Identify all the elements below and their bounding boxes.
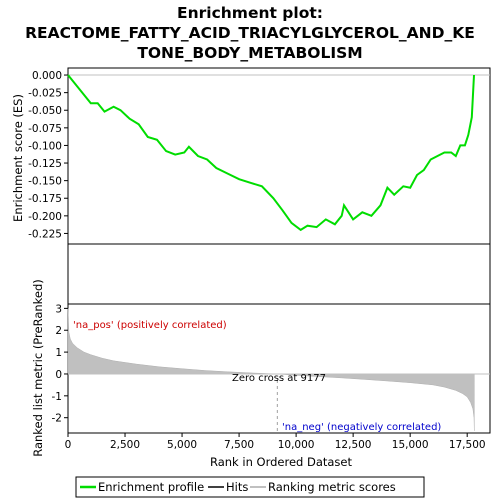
legend-hits-label: Hits [226, 480, 248, 494]
metric-y-tick-label: -2 [52, 413, 62, 425]
legend-enrichment-label: Enrichment profile [98, 480, 204, 494]
es-y-axis-label: Enrichment score (ES) [11, 94, 25, 222]
chart-title-line-2: REACTOME_FATTY_ACID_TRIACYLGLYCEROL_AND_… [25, 24, 475, 42]
es-y-ticks: 0.000 -0.025 -0.050 -0.075 -0.100 -0.125 -0.15… [28, 70, 68, 240]
es-y-tick-label: -0.075 [28, 123, 62, 135]
x-tick-label: 0 [65, 439, 72, 451]
metric-y-tick-label: 0 [55, 369, 62, 381]
legend-metric-label: Ranking metric scores [268, 480, 396, 494]
x-tick-label: 2,500 [110, 439, 140, 451]
metric-y-tick-label: 1 [55, 347, 62, 359]
es-y-tick-label: -0.125 [28, 158, 62, 170]
es-y-tick-label: -0.225 [28, 228, 62, 240]
neg-correlated-label: 'na_neg' (negatively correlated) [282, 422, 441, 433]
es-y-tick-label: -0.100 [28, 140, 62, 152]
es-y-tick-label: -0.150 [28, 176, 62, 188]
ranking-metric-area [67, 308, 475, 431]
x-axis-ticks: 0 2,500 5,000 7,500 10,000 12,500 15,000 17,500 [65, 433, 486, 451]
x-tick-label: 7,500 [224, 439, 254, 451]
metric-y-tick-label: 3 [55, 303, 62, 315]
es-y-tick-label: -0.025 [28, 88, 62, 100]
x-axis-label: Rank in Ordered Dataset [210, 455, 353, 469]
x-tick-label: 15,000 [392, 439, 429, 451]
metric-y-tick-label: 2 [55, 325, 62, 337]
metric-y-tick-label: -1 [52, 391, 62, 403]
x-tick-label: 5,000 [167, 439, 197, 451]
es-y-tick-label: 0.000 [32, 70, 62, 82]
enrichment-profile-line [67, 74, 475, 232]
x-tick-label: 17,500 [449, 439, 486, 451]
x-tick-label: 10,000 [278, 439, 315, 451]
chart-title-line-1: Enrichment plot: [177, 4, 323, 22]
chart-title-line-3: TONE_BODY_METABOLISM [137, 44, 362, 62]
hits-panel-frame [67, 243, 491, 305]
pos-correlated-label: 'na_pos' (positively correlated) [73, 320, 227, 331]
metric-y-ticks: 3 2 1 0 -1 -2 [52, 303, 68, 425]
es-y-tick-label: -0.050 [28, 105, 62, 117]
zero-cross-label: Zero cross at 9177 [232, 373, 326, 384]
es-y-tick-label: -0.200 [28, 211, 62, 223]
es-panel-frame [67, 67, 491, 245]
metric-y-axis-label: Ranked list metric (PreRanked) [31, 279, 45, 457]
es-y-tick-label: -0.175 [28, 193, 62, 205]
x-tick-label: 12,500 [335, 439, 372, 451]
